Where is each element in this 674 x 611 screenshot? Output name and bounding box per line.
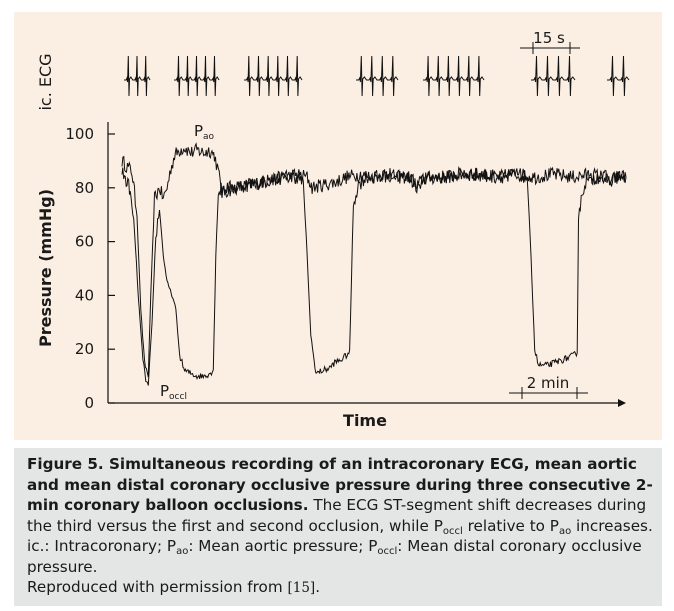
y-tick-label: 80 <box>75 179 94 197</box>
ecg-trace <box>124 55 630 97</box>
y-tick-label: 0 <box>84 394 94 412</box>
ecg-strip <box>124 55 151 97</box>
ecg-scale-label: 15 s <box>533 29 565 47</box>
series-group <box>121 142 627 386</box>
figure-panel: ic. ECG 15 s 0 20 40 60 80 100 Pressure (mmHg… <box>14 12 662 440</box>
y-tick-label: 20 <box>75 340 94 358</box>
ecg-strip <box>356 55 399 97</box>
caption-abbr-a: ic.: Intracoronary; P <box>27 537 177 555</box>
caption-abbr-b: : Mean aortic pressure; P <box>188 537 378 555</box>
series-label-pao-main: P <box>194 122 203 140</box>
caption-abbr-c: : Mean distal coronary occlusive pressur… <box>27 537 642 576</box>
ecg-scale-bar: 15 s <box>520 29 580 54</box>
ecg-strip <box>531 55 576 97</box>
caption-sub-occl: occl <box>442 525 463 537</box>
ecg-label: ic. ECG <box>36 53 55 110</box>
ecg-strip <box>423 55 485 97</box>
series-label-pao: Pao <box>194 122 215 142</box>
time-scale-bar: 2 min <box>509 374 588 399</box>
caption-repro-end: . <box>315 578 321 596</box>
ecg-strip <box>607 55 630 97</box>
caption-title: Figure 5. Simultaneous recording of an i… <box>27 455 653 514</box>
caption: Figure 5. Simultaneous recording of an i… <box>14 448 662 606</box>
caption-sub-ao: ao <box>558 525 572 537</box>
y-tick-label: 40 <box>75 286 94 304</box>
chart: ic. ECG 15 s 0 20 40 60 80 100 Pressure (mmHg… <box>36 29 630 430</box>
series-label-poccl: Poccl <box>160 382 187 402</box>
caption-text: The ECG ST-segment shift decreases durin… <box>27 496 647 535</box>
y-tick-label: 60 <box>75 233 94 251</box>
x-axis-label: Time <box>343 411 387 430</box>
y-ticks: 0 20 40 60 80 100 <box>65 125 115 412</box>
caption-abbr-sub-ao: ao <box>176 546 189 557</box>
y-tick-label: 100 <box>65 125 94 143</box>
series-line-pao <box>121 142 627 378</box>
series-label-pao-sub: ao <box>203 132 215 142</box>
time-scale-label: 2 min <box>527 374 570 392</box>
series-label-poccl-sub: occl <box>169 392 187 402</box>
series-label-poccl-main: P <box>160 382 169 400</box>
caption-ref: [15] <box>287 580 316 596</box>
caption-abbr-sub-occl: occl <box>377 546 398 557</box>
series-line-poccl <box>121 167 627 386</box>
x-axis-arrow <box>618 399 626 407</box>
y-axis-label: Pressure (mmHg) <box>36 189 55 347</box>
caption-text-c: increases. <box>571 516 653 535</box>
ecg-strip <box>174 55 220 97</box>
ecg-strip <box>244 55 303 97</box>
caption-text-b: relative to P <box>462 516 559 535</box>
caption-repro: Reproduced with permission from <box>27 578 288 596</box>
